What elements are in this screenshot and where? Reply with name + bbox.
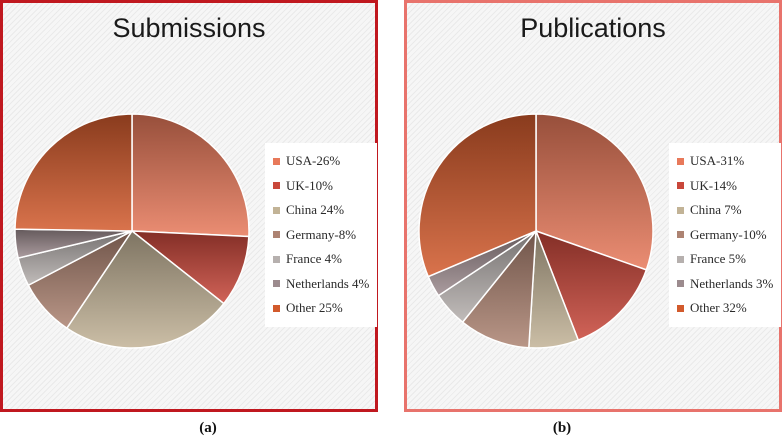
legend-swatch [273,182,280,190]
pie-slice-uk [534,229,648,342]
legend-item: UK-10% [273,174,369,199]
legend-label: USA-26% [286,153,341,169]
publications-legend: USA-31% UK-14% China 7% Germany-10% France 5… [669,143,781,327]
legend-label: China 24% [286,202,345,218]
legend-item: France 4% [273,247,369,272]
legend-item: USA-26% [273,149,369,174]
legend-item: Netherlands 4% [273,272,369,297]
legend-item: France 5% [677,247,773,272]
submissions-pie [14,113,250,349]
legend-swatch [677,304,684,312]
legend-label: Other 32% [690,300,747,316]
chart-title: Publications [520,13,666,43]
pie-slice-usa [535,113,654,271]
pie-slice-other [14,113,133,232]
legend-swatch [677,206,684,214]
legend-label: France 4% [286,251,342,267]
pie-slice-china [65,229,225,349]
pie-slice-uk [129,230,250,305]
legend-item: China 24% [273,198,369,223]
legend-item: UK-14% [677,174,773,199]
legend-item: USA-31% [677,149,773,174]
legend-swatch [677,182,684,190]
legend-item: Netherlands 3% [677,272,773,297]
legend-swatch [273,255,280,263]
legend-swatch [273,280,280,288]
legend-label: Other 25% [286,300,343,316]
legend-swatch [677,280,684,288]
legend-swatch [677,157,684,165]
legend-label: France 5% [690,251,746,267]
legend-item: Other 25% [273,296,369,321]
caption-a: (a) [199,420,217,436]
legend-swatch [273,304,280,312]
legend-label: Netherlands 3% [690,275,774,291]
legend-item: Other 32% [677,296,773,321]
pie-slice-other [418,113,537,278]
legend-label: USA-31% [690,153,745,169]
caption-b: (b) [552,420,572,436]
publications-chart-panel: Publications USA-31% UK-14% China 7% German… [404,0,782,412]
pie-slice-usa [131,113,250,238]
legend-swatch [677,231,684,239]
legend-swatch [677,255,684,263]
legend-item: China 7% [677,198,773,223]
legend-item: Germany-8% [273,223,369,248]
legend-swatch [273,157,280,165]
legend-swatch [273,231,280,239]
publications-pie [418,113,654,349]
submissions-chart-panel: Submissions USA-26% UK-10% China 24% German… [0,0,378,412]
legend-label: UK-10% [286,177,333,193]
legend-label: UK-14% [690,177,737,193]
legend-item: Germany-10% [677,223,773,248]
submissions-legend: USA-26% UK-10% China 24% Germany-8% France 4… [265,143,377,327]
chart-title: Submissions [112,13,266,43]
legend-label: Germany-10% [690,226,767,242]
legend-label: Netherlands 4% [286,275,370,291]
legend-label: Germany-8% [286,226,357,242]
legend-swatch [273,206,280,214]
legend-label: China 7% [690,202,742,218]
